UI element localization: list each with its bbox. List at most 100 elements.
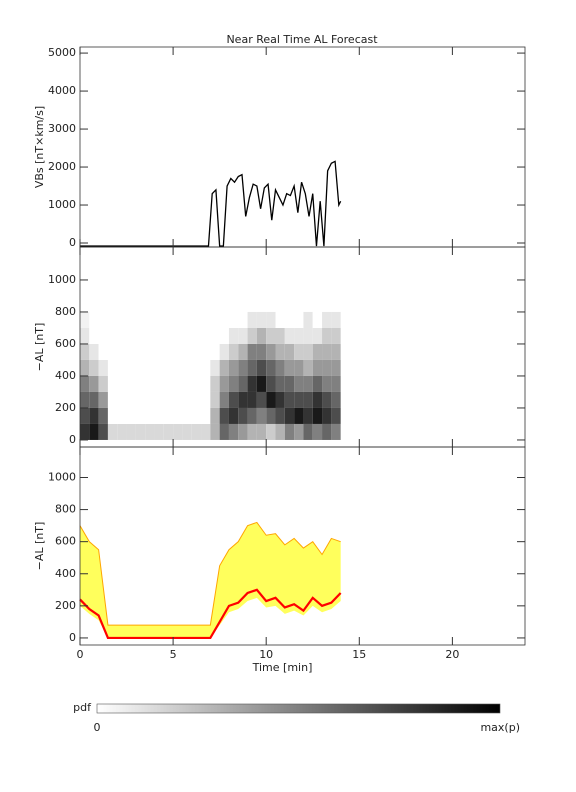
- x-axis-label: Time [min]: [252, 661, 313, 674]
- heat-cell: [322, 407, 332, 424]
- x-tick-label: 15: [352, 648, 366, 661]
- heat-cell: [247, 327, 257, 344]
- heat-cell: [219, 327, 229, 344]
- heat-cell: [322, 423, 332, 440]
- heat-cell: [266, 423, 276, 440]
- heat-cell: [126, 407, 136, 424]
- heat-cell: [135, 391, 146, 408]
- heat-cell: [126, 359, 136, 376]
- heat-cell: [89, 423, 99, 440]
- heat-cell: [238, 423, 248, 440]
- heat-cell: [247, 311, 257, 328]
- heat-cell: [303, 343, 313, 360]
- heat-cell: [89, 343, 99, 360]
- heat-cell: [312, 407, 323, 424]
- y-tick-label: 200: [55, 599, 76, 612]
- heat-cell: [228, 423, 239, 440]
- heat-cell: [331, 391, 341, 408]
- heat-cell: [154, 327, 164, 344]
- y-tick-label: 0: [69, 236, 76, 249]
- heat-cell: [173, 391, 183, 408]
- heat-cell: [191, 343, 202, 360]
- heat-cell: [107, 359, 118, 376]
- heat-cell: [312, 391, 323, 408]
- heat-cell: [256, 327, 267, 344]
- y-axis-label: VBs [nT×km/s]: [33, 106, 46, 188]
- heat-cell: [238, 359, 248, 376]
- heat-cell: [154, 311, 164, 328]
- heat-cell: [275, 391, 285, 408]
- heat-cell: [238, 375, 248, 392]
- colorbar-min: 0: [94, 721, 101, 734]
- heat-cell: [294, 375, 304, 392]
- heat-cell: [145, 311, 155, 328]
- heat-cell: [294, 311, 304, 328]
- heat-cell: [145, 375, 155, 392]
- heat-cell: [219, 375, 229, 392]
- heat-cell: [210, 375, 220, 392]
- heat-cell: [266, 311, 276, 328]
- heat-cell: [80, 359, 90, 376]
- heat-cell: [256, 407, 267, 424]
- heat-cell: [284, 375, 295, 392]
- heat-cell: [117, 423, 127, 440]
- y-tick-label: 200: [55, 401, 76, 414]
- heat-cell: [219, 359, 229, 376]
- heat-cell: [322, 327, 332, 344]
- heat-cell: [145, 407, 155, 424]
- heat-cell: [322, 391, 332, 408]
- y-tick-label: 400: [55, 567, 76, 580]
- heat-cell: [163, 423, 174, 440]
- heat-cell: [228, 407, 239, 424]
- heat-cell: [247, 375, 257, 392]
- heat-cell: [163, 343, 174, 360]
- heat-cell: [284, 407, 295, 424]
- heat-cell: [294, 391, 304, 408]
- heat-cell: [210, 311, 220, 328]
- y-tick-label: 5000: [48, 46, 76, 59]
- heat-cell: [303, 423, 313, 440]
- heat-cell: [191, 359, 202, 376]
- band-area: [80, 522, 341, 638]
- heat-cell: [154, 375, 164, 392]
- heat-cell: [331, 343, 341, 360]
- heat-cell: [135, 423, 146, 440]
- heat-cell: [312, 423, 323, 440]
- x-tick-label: 20: [445, 648, 459, 661]
- heat-cell: [247, 391, 257, 408]
- heat-cell: [210, 359, 220, 376]
- heat-cell: [145, 423, 155, 440]
- heat-cell: [154, 359, 164, 376]
- heat-cell: [182, 343, 192, 360]
- heat-cell: [201, 375, 211, 392]
- heat-cell: [191, 423, 202, 440]
- chart-title: Near Real Time AL Forecast: [226, 33, 378, 46]
- heat-cell: [98, 375, 108, 392]
- heat-cell: [331, 359, 341, 376]
- heat-cell: [247, 359, 257, 376]
- median-line: [79, 588, 342, 640]
- heat-cell: [163, 311, 174, 328]
- heat-cell: [228, 327, 239, 344]
- heat-cell: [256, 391, 267, 408]
- heat-cell: [163, 407, 174, 424]
- heat-cell: [98, 423, 108, 440]
- y-tick-label: 0: [69, 631, 76, 644]
- heat-cell: [182, 375, 192, 392]
- heat-cell: [126, 327, 136, 344]
- heat-cell: [89, 311, 99, 328]
- heat-cell: [210, 391, 220, 408]
- heat-cell: [117, 407, 127, 424]
- heat-cell: [80, 311, 90, 328]
- heat-cell: [201, 391, 211, 408]
- y-tick-label: 4000: [48, 84, 76, 97]
- heat-cell: [107, 407, 118, 424]
- heat-cell: [191, 407, 202, 424]
- heat-cell: [154, 423, 164, 440]
- y-tick-label: 1000: [48, 273, 76, 286]
- heat-cell: [238, 311, 248, 328]
- heat-cell: [173, 359, 183, 376]
- heat-cell: [331, 327, 341, 344]
- heat-cell: [228, 375, 239, 392]
- heat-cell: [117, 391, 127, 408]
